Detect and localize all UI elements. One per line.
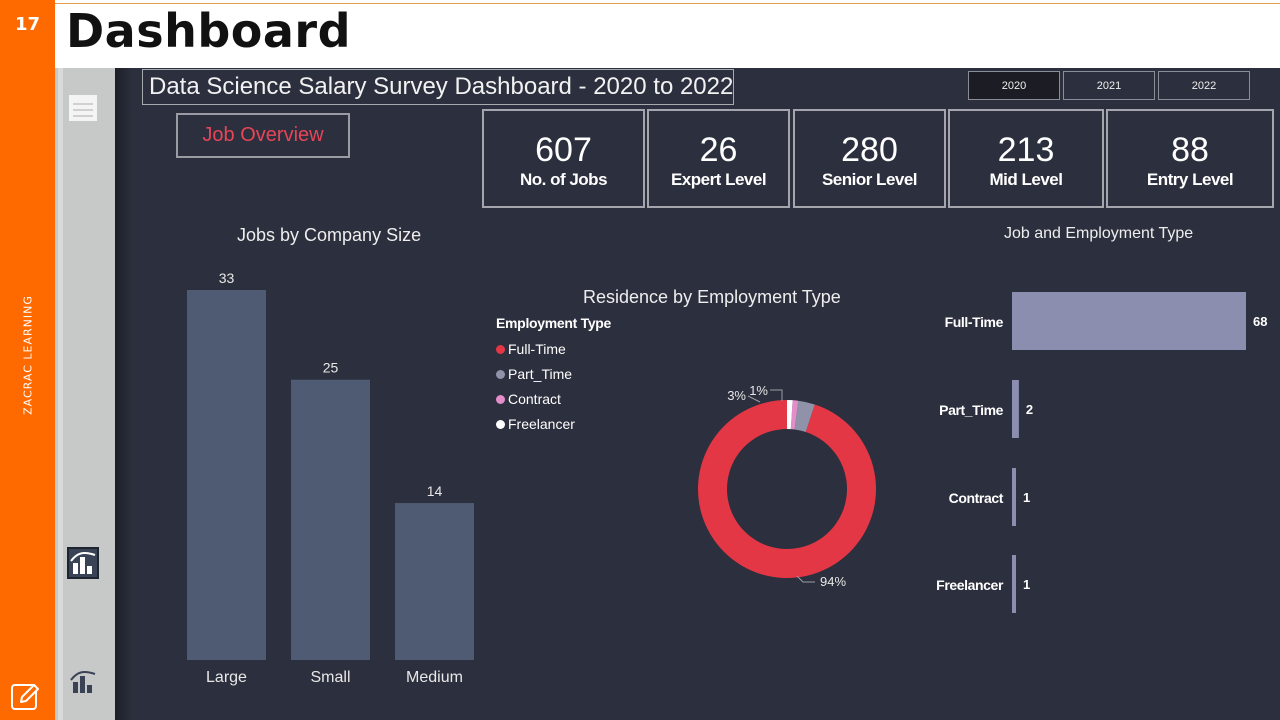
kpi-card-senior: 280 Senior Level (793, 109, 946, 208)
hbar-category-label: Full-Time (945, 314, 1004, 330)
job-type-bar (1012, 292, 1246, 350)
bar-value-label: 33 (219, 270, 235, 286)
kpi-card-expert: 26 Expert Level (647, 109, 790, 208)
kpi-label: No. of Jobs (519, 170, 608, 189)
job-type-bar (1012, 380, 1019, 438)
dashboard-shadow (115, 68, 133, 720)
kpi-label: Expert Level (670, 170, 767, 189)
legend-label: Contract (508, 391, 561, 407)
report-icon[interactable] (67, 666, 99, 698)
job-overview-button[interactable]: Job Overview (176, 113, 350, 158)
donut-slice (787, 400, 793, 430)
hbar-category-label: Freelancer (936, 577, 1004, 593)
company-size-bar (187, 290, 266, 660)
dashboard-title: Data Science Salary Survey Dashboard - 2… (142, 69, 734, 105)
navigation-strip-edge (58, 68, 63, 720)
legend-label: Freelancer (508, 416, 575, 432)
legend-dot-icon (496, 419, 505, 429)
year-button-2021[interactable]: 2021 (1063, 71, 1155, 100)
report-icon[interactable] (67, 547, 99, 579)
hbar-value-label: 68 (1253, 314, 1267, 329)
kpi-value: 26 (699, 131, 738, 169)
leader-line (770, 389, 783, 401)
orange-sidebar (0, 0, 55, 720)
bar-category-label: Large (206, 669, 247, 686)
kpi-card-mid: 213 Mid Level (948, 109, 1104, 208)
kpi-label: Senior Level (821, 170, 918, 189)
legend-item[interactable]: Freelancer (496, 412, 611, 437)
company-size-bar (395, 503, 474, 660)
year-button-2020[interactable]: 2020 (968, 71, 1060, 100)
kpi-value: 607 (535, 131, 592, 169)
kpi-value: 213 (997, 131, 1055, 169)
kpi-value: 280 (841, 131, 898, 169)
donut-slice-label: 1% (749, 383, 768, 398)
edit-icon[interactable] (10, 682, 42, 712)
donut-slice (698, 400, 876, 578)
donut-slice (794, 400, 815, 432)
kpi-card-entry: 88 Entry Level (1106, 109, 1274, 208)
navigation-strip (55, 68, 115, 720)
hbar-value-label: 1 (1023, 490, 1030, 505)
legend-item[interactable]: Part_Time (496, 362, 611, 387)
job-type-bar (1012, 555, 1016, 613)
leader-line (796, 575, 815, 583)
page-icon[interactable] (69, 95, 97, 121)
legend-dot-icon (496, 394, 505, 404)
leader-line (747, 395, 761, 403)
donut-slice-label: 3% (727, 388, 746, 403)
hbar-category-label: Contract (949, 490, 1004, 506)
chart-title-residence: Residence by Employment Type (583, 287, 841, 307)
kpi-value: 88 (1171, 131, 1209, 169)
kpi-label: Mid Level (989, 170, 1063, 189)
legend-item[interactable]: Contract (496, 387, 611, 412)
chart-title-job-employment: Job and Employment Type (1004, 225, 1194, 242)
donut-slice-label: 94% (820, 574, 846, 589)
hbar-value-label: 2 (1026, 402, 1033, 417)
company-size-bar (291, 379, 370, 660)
chart-title-company-size: Jobs by Company Size (237, 225, 422, 245)
kpi-label: Entry Level (1146, 170, 1234, 189)
legend-dot-icon (496, 369, 505, 379)
hbar-category-label: Part_Time (939, 402, 1003, 418)
slide-number: 17 (14, 14, 41, 35)
year-button-2022[interactable]: 2022 (1158, 71, 1250, 100)
donut-slice (790, 400, 799, 430)
bar-value-label: 25 (323, 360, 339, 376)
job-type-bar (1012, 468, 1016, 526)
header-rule (55, 3, 1280, 4)
legend-label: Part_Time (508, 366, 573, 382)
employment-type-legend: Employment Type Full-Time Part_Time Cont… (496, 315, 611, 437)
bar-category-label: Medium (406, 669, 463, 686)
legend-label: Full-Time (508, 341, 566, 357)
bar-value-label: 14 (427, 483, 443, 499)
legend-item[interactable]: Full-Time (496, 337, 611, 362)
legend-title: Employment Type (496, 315, 612, 331)
bar-category-label: Small (310, 669, 350, 686)
kpi-card-jobs: 607 No. of Jobs (482, 109, 645, 208)
page-title: Dashboard (66, 4, 352, 58)
hbar-value-label: 1 (1023, 577, 1030, 592)
legend-dot-icon (496, 344, 505, 354)
